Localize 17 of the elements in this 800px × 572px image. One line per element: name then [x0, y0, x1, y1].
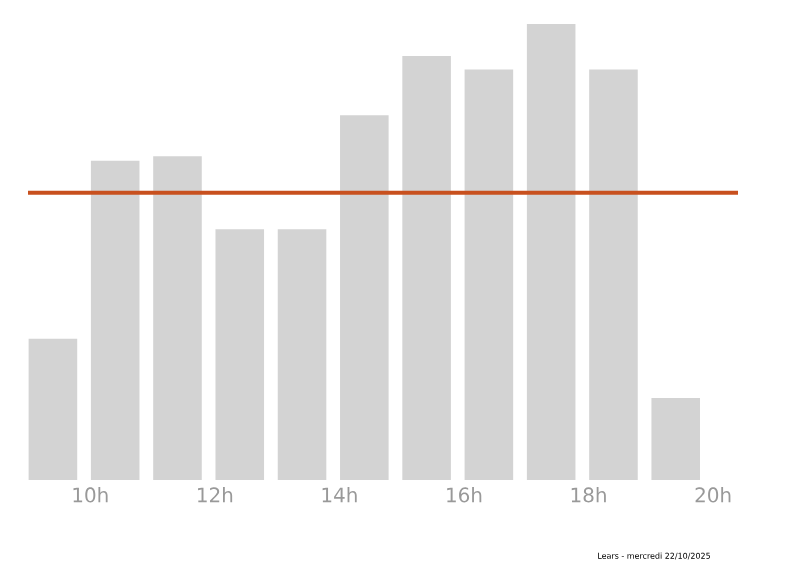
bar — [651, 397, 701, 480]
bar — [28, 338, 78, 480]
bar — [402, 55, 451, 480]
x-tick-label: 14h — [322, 487, 357, 503]
bar — [277, 229, 327, 480]
bar — [589, 69, 638, 480]
x-tick-label: 16h — [447, 487, 482, 503]
x-tick-label: 20h — [695, 487, 731, 503]
x-tick-label: 12h — [198, 487, 233, 503]
bar — [464, 69, 514, 480]
bar — [90, 160, 140, 480]
x-tick-label: 10h — [73, 487, 108, 503]
bar — [526, 23, 576, 480]
bar — [215, 229, 265, 480]
x-tick-label: 18h — [571, 487, 606, 503]
bar — [340, 115, 389, 480]
bar — [153, 156, 202, 480]
